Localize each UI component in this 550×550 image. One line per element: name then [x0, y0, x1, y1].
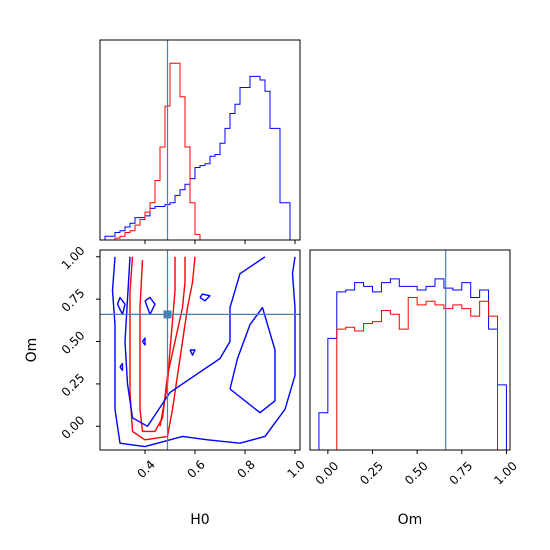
blue-contour-5	[229, 306, 276, 414]
om-histogram-red-series	[310, 296, 507, 451]
blue-contour-9	[189, 349, 196, 356]
blue-contour-11	[141, 337, 146, 346]
om-tick-label: 0.50	[59, 328, 88, 357]
red-contour-2	[159, 256, 176, 427]
om-tick-label: 0.00	[59, 413, 88, 442]
x-axis-label-h0: H0	[190, 512, 209, 528]
blue-contour-3	[111, 256, 296, 448]
h0-tick-label: 0.4	[134, 457, 157, 480]
blue-contour-10	[119, 362, 124, 371]
x-axis-label-om: Om	[398, 512, 423, 528]
om-tick-label: 0.25	[59, 371, 88, 400]
om-histogram-panel: 0.00 0.25 0.50 0.75 1.00 Om	[309, 249, 520, 528]
panel-frame	[99, 249, 301, 451]
om-tick-label: 1.00	[59, 244, 88, 273]
om-hist-tick-label: 0.00	[313, 459, 342, 488]
truth-marker	[163, 310, 172, 319]
om-hist-tick-label: 0.50	[402, 459, 431, 488]
y-axis-label-om: Om	[24, 338, 40, 363]
om-tick-label: 0.75	[59, 286, 88, 315]
h0-histogram-blue-series	[100, 75, 295, 241]
om-hist-tick-label: 0.25	[357, 459, 386, 488]
h0-histogram-red-series	[100, 62, 295, 241]
om-hist-tick-label: 1.00	[491, 459, 520, 488]
blue-contour-7	[144, 296, 156, 316]
h0-tick-label: 0.6	[184, 457, 207, 480]
panel-frame	[309, 249, 511, 451]
joint-contours	[111, 256, 296, 448]
blue-contour-6	[116, 296, 126, 316]
h0-histogram-panel	[99, 39, 301, 244]
h0-tick-label: 0.8	[234, 457, 257, 480]
h0-tick-label: 1.0	[284, 457, 307, 480]
panel-frame	[99, 39, 301, 241]
om-hist-tick-label: 0.75	[447, 459, 476, 488]
h0-om-contour-panel: 0.4 0.6 0.8 1.0 0.00 0.25 0.50 0.75 1.00 H0 Om	[24, 244, 308, 528]
blue-contour-8	[199, 293, 211, 302]
om-histogram-blue-series	[310, 278, 507, 451]
blue-contour-4	[124, 256, 266, 427]
red-contour-1	[139, 256, 186, 433]
